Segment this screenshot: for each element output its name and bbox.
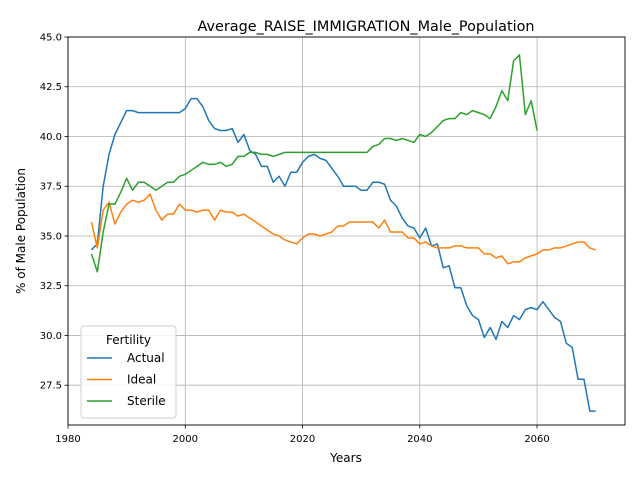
legend-label: Sterile	[127, 394, 166, 408]
y-tick-label: 27.5	[40, 381, 62, 392]
x-tick-label: 1980	[55, 434, 80, 445]
y-tick-label: 40.0	[40, 132, 62, 143]
y-tick-label: 42.5	[40, 82, 62, 93]
chart-title: Average_RAISE_IMMIGRATION_Male_Populatio…	[197, 19, 534, 35]
legend: Fertility Actual Ideal Sterile	[80, 325, 177, 419]
plot-frame	[67, 36, 626, 426]
y-tick-label: 32.5	[40, 281, 62, 292]
legend-label: Ideal	[127, 373, 156, 387]
legend-title: Fertility	[106, 333, 151, 347]
x-axis: 1980 2000 2020 2040 2060	[55, 425, 550, 445]
y-tick-label: 45.0	[40, 33, 62, 44]
series-line-actual	[90, 97, 596, 412]
x-tick-label: 2020	[290, 434, 315, 445]
y-tick-label: 35.0	[40, 231, 62, 242]
y-axis: 27.5 30.0 32.5 35.0 37.5 40.0 42.5 45.0	[40, 33, 68, 392]
legend-entries: Actual Ideal Sterile	[87, 351, 166, 408]
legend-entry-sterile: Sterile	[87, 394, 166, 408]
y-tick-label: 37.5	[40, 182, 62, 193]
series-lines	[90, 54, 596, 412]
legend-label: Actual	[127, 351, 165, 365]
legend-entry-ideal: Ideal	[87, 373, 156, 387]
legend-entry-actual: Actual	[87, 351, 165, 365]
series-line-sterile	[90, 54, 538, 273]
x-tick-label: 2060	[524, 434, 549, 445]
legend-box	[80, 325, 177, 419]
y-tick-label: 30.0	[40, 331, 62, 342]
x-tick-label: 2000	[173, 434, 198, 445]
x-axis-label: Years	[329, 451, 362, 465]
x-tick-label: 2040	[407, 434, 432, 445]
y-axis-label: % of Male Population	[14, 168, 28, 294]
series-line-ideal	[90, 193, 596, 265]
